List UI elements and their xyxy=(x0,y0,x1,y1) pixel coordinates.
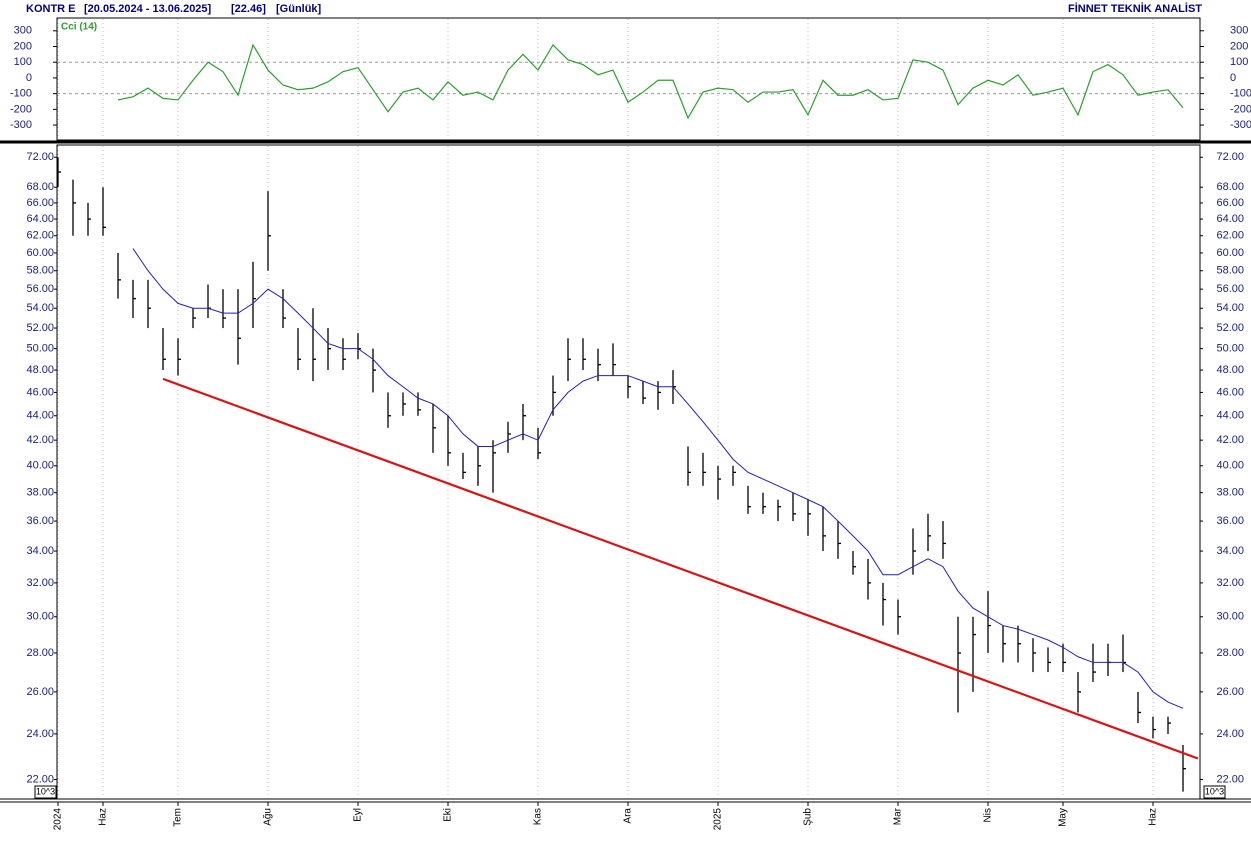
y-tick-label: 56.00 xyxy=(1216,283,1244,295)
indicator-frame xyxy=(56,17,1201,141)
x-tick-label: Ağu xyxy=(263,808,274,826)
y-tick-label: 60.00 xyxy=(1216,247,1244,259)
y-tick-label: 66.00 xyxy=(1216,197,1244,209)
y-tick-label: 48.00 xyxy=(1216,364,1244,376)
x-tick-label: Haz xyxy=(98,808,109,826)
y-tick-label: 0 xyxy=(26,72,32,84)
y-tick-label: -300 xyxy=(1230,119,1251,131)
trendline xyxy=(162,377,1199,760)
y-tick-label: 50.00 xyxy=(26,343,54,355)
y-tick-label: 38.00 xyxy=(1216,487,1244,499)
y-tick-label: 64.00 xyxy=(1216,213,1244,225)
y-tick-label: 68.00 xyxy=(1216,181,1244,193)
y-tick-label: 64.00 xyxy=(26,213,54,225)
y-tick-label: -200 xyxy=(1230,103,1251,115)
y-tick-label: 44.00 xyxy=(26,410,54,422)
x-tick-label: Eyl xyxy=(353,808,364,822)
y-tick-label: 38.00 xyxy=(26,487,54,499)
y-tick-label: 24.00 xyxy=(1216,728,1244,740)
y-tick-label: 46.00 xyxy=(26,386,54,398)
y-tick-label: 30.00 xyxy=(1216,611,1244,623)
y-tick-label: 54.00 xyxy=(1216,302,1244,314)
moving-average xyxy=(132,248,1184,709)
y-tick-label: 300 xyxy=(14,25,32,37)
y-tick-label: 36.00 xyxy=(26,515,54,527)
y-tick-label: 52.00 xyxy=(26,322,54,334)
y-tick-label: 34.00 xyxy=(26,545,54,557)
y-tick-label: 50.00 xyxy=(1216,343,1244,355)
y-tick-label: 46.00 xyxy=(1216,386,1244,398)
y-tick-label: 200 xyxy=(14,40,32,52)
y-tick-label: 26.00 xyxy=(1216,686,1244,698)
y-tick-label: 58.00 xyxy=(1216,265,1244,277)
y-tick-label: 34.00 xyxy=(1216,545,1244,557)
y-tick-label: 22.00 xyxy=(1216,773,1244,785)
y-tick-label: 72.00 xyxy=(26,151,54,163)
y-tick-label: 24.00 xyxy=(26,728,54,740)
x-tick-label: Haz xyxy=(1148,808,1159,826)
y-tick-label: 100 xyxy=(1230,56,1248,68)
scale-label: 10^3 xyxy=(1205,786,1224,796)
x-tick-label: Şub xyxy=(803,808,814,826)
scale-box xyxy=(34,785,57,799)
y-tick-label: 62.00 xyxy=(1216,230,1244,242)
y-tick-label: 40.00 xyxy=(26,460,54,472)
x-tick-label: Ara xyxy=(623,808,634,824)
y-tick-label: 32.00 xyxy=(1216,577,1244,589)
y-tick-label: 36.00 xyxy=(1216,515,1244,527)
scale-label: 10^3 xyxy=(36,786,55,796)
interval: [Günlük] xyxy=(276,3,322,15)
x-tick-label: Mar xyxy=(893,807,904,825)
y-tick-label: 58.00 xyxy=(26,265,54,277)
x-tick-label: Nis xyxy=(983,808,994,822)
y-tick-label: 68.00 xyxy=(26,181,54,193)
last-price: [22.46] xyxy=(231,3,266,15)
y-tick-label: 62.00 xyxy=(26,230,54,242)
y-tick-label: 28.00 xyxy=(26,647,54,659)
y-tick-label: 54.00 xyxy=(26,302,54,314)
y-tick-label: -300 xyxy=(10,119,32,131)
y-tick-label: 22.00 xyxy=(26,773,54,785)
y-tick-label: 60.00 xyxy=(26,247,54,259)
y-tick-label: 40.00 xyxy=(1216,460,1244,472)
y-tick-label: 66.00 xyxy=(26,197,54,209)
x-tick-label: 2024 xyxy=(53,808,64,831)
y-tick-label: 42.00 xyxy=(1216,434,1244,446)
y-tick-label: 26.00 xyxy=(26,686,54,698)
y-tick-label: 72.00 xyxy=(1216,151,1244,163)
period: [20.05.2024 - 13.06.2025] xyxy=(84,3,212,15)
x-tick-label: 2025 xyxy=(713,808,724,831)
indicator-title: Cci (14) xyxy=(61,22,97,33)
y-tick-label: 200 xyxy=(1230,40,1248,52)
y-tick-label: -100 xyxy=(10,88,32,100)
indicator-line xyxy=(117,43,1184,120)
y-tick-label: 56.00 xyxy=(26,283,54,295)
x-tick-label: Eki xyxy=(443,808,454,822)
x-tick-label: Kas xyxy=(533,808,544,825)
y-tick-label: 44.00 xyxy=(1216,410,1244,422)
symbol: KONTR E xyxy=(26,3,76,15)
scale-box xyxy=(1203,785,1226,799)
y-tick-label: 100 xyxy=(14,56,32,68)
brand: FİNNET TEKNİK ANALİST xyxy=(1068,2,1202,15)
y-tick-label: 48.00 xyxy=(26,364,54,376)
y-tick-label: 42.00 xyxy=(26,434,54,446)
y-tick-label: 30.00 xyxy=(26,611,54,623)
y-tick-label: -200 xyxy=(10,103,32,115)
y-tick-label: 52.00 xyxy=(1216,322,1244,334)
y-tick-label: -100 xyxy=(1230,88,1251,100)
x-tick-label: May xyxy=(1058,808,1069,827)
y-tick-label: 300 xyxy=(1230,25,1248,37)
y-tick-label: 28.00 xyxy=(1216,647,1244,659)
x-tick-label: Tem xyxy=(173,808,184,827)
y-tick-label: 0 xyxy=(1230,72,1236,84)
y-tick-label: 32.00 xyxy=(26,577,54,589)
